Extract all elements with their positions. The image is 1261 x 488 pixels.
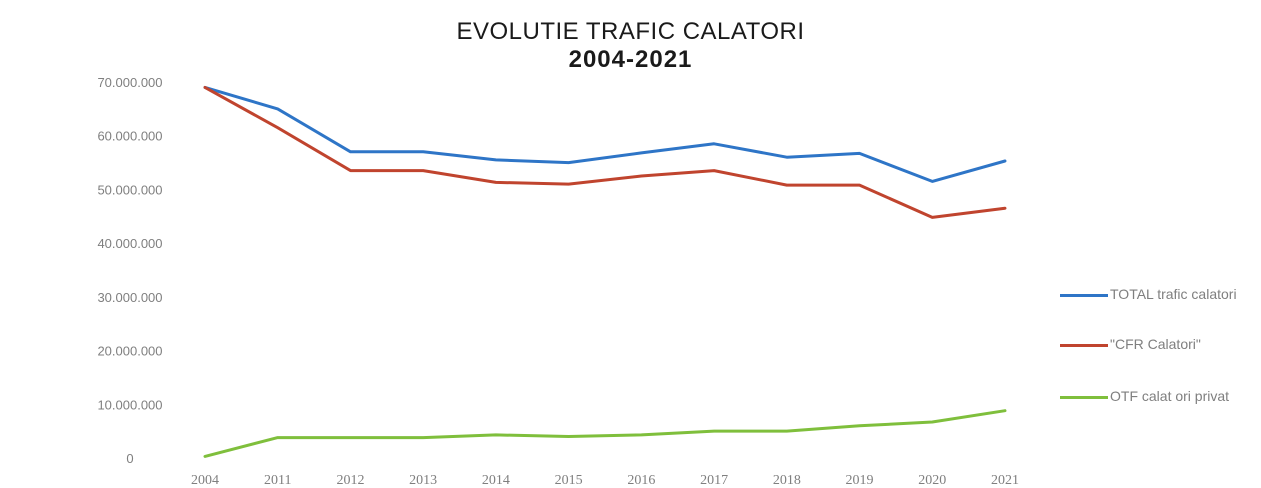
- x-tick-label: 2011: [264, 473, 291, 488]
- x-tick-label: 2014: [482, 473, 510, 488]
- series-line-1: [203, 85, 1007, 219]
- x-tick-label: 2015: [555, 473, 583, 488]
- x-tick-label: 2017: [700, 473, 728, 488]
- series-line-2: [203, 409, 1007, 458]
- legend-label-cfr: "CFR Calatori": [1110, 336, 1201, 352]
- x-tick-label: 2019: [846, 473, 874, 488]
- legend-label-total: TOTAL trafic calatori: [1110, 286, 1237, 302]
- y-tick-label: 30.000.000: [97, 290, 162, 305]
- legend-swatch-otf: [1060, 396, 1108, 399]
- y-tick-label: 10.000.000: [97, 397, 162, 412]
- x-tick-label: 2021: [991, 473, 1019, 488]
- x-tick-label: 2020: [918, 473, 946, 488]
- y-tick-label: 50.000.000: [97, 182, 162, 197]
- x-tick-label: 2018: [773, 473, 801, 488]
- legend-label-otf: OTF calat ori privat: [1110, 388, 1230, 404]
- legend-swatch-total: [1060, 294, 1108, 297]
- series-line-0: [203, 85, 1007, 183]
- x-tick-label: 2004: [191, 473, 219, 488]
- x-tick-label: 2016: [627, 473, 655, 488]
- chart-title: EVOLUTIE TRAFIC CALATORI: [456, 18, 805, 45]
- y-tick-label: 0: [126, 451, 133, 466]
- y-tick-label: 20.000.000: [97, 344, 162, 359]
- x-tick-label: 2012: [336, 473, 364, 488]
- x-tick-label: 2013: [409, 473, 437, 488]
- y-tick-label: 70.000.000: [97, 75, 162, 90]
- chart-subtitle: 2004-2021: [568, 46, 693, 73]
- y-tick-label: 60.000.000: [97, 129, 162, 144]
- y-tick-label: 40.000.000: [97, 236, 162, 251]
- legend-swatch-cfr: [1060, 344, 1108, 347]
